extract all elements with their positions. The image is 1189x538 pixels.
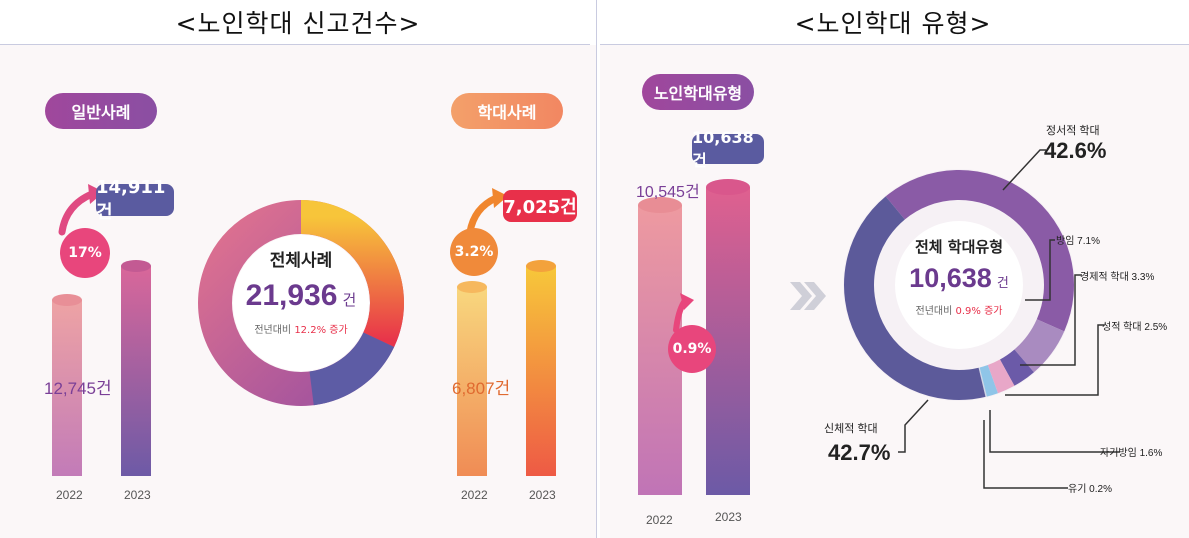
types-center: 전체 학대유형 10,638 건 전년대비 0.9% 증가	[895, 228, 1023, 348]
label-economic: 경제적 학대 3.3%	[1080, 272, 1155, 283]
total-donut-inner	[233, 235, 369, 371]
types-growth-badge: 0.9%	[668, 325, 716, 373]
general-cases-pill: 일반사례	[45, 93, 157, 129]
types-year-2023: 2023	[715, 510, 742, 524]
total-title: 전체사례	[269, 251, 333, 271]
types-donut-inner	[895, 221, 1023, 349]
donut-slice-7	[844, 196, 986, 400]
bar-general-2023	[121, 260, 151, 476]
general-2022-label: 12,745건	[44, 379, 112, 398]
header-divider-left	[0, 44, 590, 45]
abuse-cases-pill: 학대사례	[451, 93, 563, 129]
donut-slice-3	[999, 349, 1034, 386]
general-bars-chart	[52, 184, 556, 476]
header-divider-right	[600, 44, 1189, 45]
types-title: 전체 학대유형	[914, 238, 1004, 256]
abuse-growth-arrowhead	[492, 188, 508, 208]
label-physical: 신체적 학대	[824, 423, 878, 435]
total-yoy-prefix: 전년대비	[254, 325, 292, 336]
abuse-growth-badge: 3.2%	[450, 228, 498, 276]
total-value-row: 21,936 건	[233, 279, 369, 313]
general-growth-badge: 17%	[60, 228, 110, 278]
label-neglect: 방임 7.1%	[1056, 236, 1100, 247]
types-value: 10,638	[909, 263, 992, 293]
abuse-2023-label: 7,025건	[503, 197, 577, 218]
types-year-2022: 2022	[646, 513, 673, 527]
types-2023-callout: 10,638건	[692, 128, 764, 170]
total-unit: 건	[342, 291, 357, 309]
types-2023-label: 10,638건	[692, 127, 754, 170]
donut-slice-5	[979, 364, 998, 397]
donut-slice-1	[885, 170, 1074, 332]
left-header: <노인학대 신고건수>	[175, 9, 421, 38]
types-value-row: 10,638 건	[895, 263, 1023, 294]
donut-slice-4	[987, 359, 1015, 394]
label-emotional: 정서적 학대	[1046, 125, 1100, 137]
donut-slice-2	[1014, 318, 1065, 373]
general-growth-arrow	[58, 190, 96, 236]
types-growth-arrowhead	[680, 293, 694, 310]
total-yoy: 전년대비 12.2% 증가	[233, 321, 369, 336]
general-2023-label: 14,911건	[96, 176, 166, 223]
types-unit: 건	[996, 276, 1009, 291]
abuse-year-2023: 2023	[529, 488, 556, 502]
types-pill: 노인학대유형	[642, 74, 754, 110]
chevrons-icon	[790, 282, 826, 310]
types-yoy-prefix: 전년대비	[915, 306, 953, 317]
abuse-2022-label: 6,807건	[452, 379, 511, 398]
right-header: <노인학대 유형>	[794, 9, 992, 38]
label-physical-pct: 42.7%	[828, 440, 891, 465]
abuse-year-2022: 2022	[461, 488, 488, 502]
label-emotional-pct: 42.6%	[1044, 138, 1107, 163]
general-year-2022: 2022	[56, 488, 83, 502]
total-donut-blue-segment	[308, 331, 395, 406]
types-yoy: 전년대비 0.9% 증가	[895, 302, 1023, 317]
total-center: 전체사례 21,936 건 전년대비 12.2% 증가	[233, 236, 369, 370]
types-yoy-value: 0.9% 증가	[955, 306, 1003, 317]
total-yoy-value: 12.2% 증가	[294, 325, 348, 336]
total-value: 21,936	[245, 279, 338, 312]
types-donut	[844, 170, 1074, 400]
abuse-2023-callout: 7,025건	[503, 190, 577, 222]
bar-abuse-2022	[457, 281, 487, 476]
bar-abuse-2023	[526, 260, 556, 476]
bar-types-2023	[706, 179, 750, 495]
total-donut-abuse-segment	[300, 200, 404, 347]
label-sexual: 성적 학대 2.5%	[1102, 322, 1168, 333]
leader-lines	[898, 149, 1120, 489]
types-2022-label: 10,545건	[636, 184, 700, 201]
general-2023-callout: 14,911건	[96, 177, 174, 223]
panel-divider	[596, 0, 597, 538]
label-abandon: 유기 0.2%	[1068, 484, 1112, 495]
label-self-neglect: 자기방임 1.6%	[1100, 448, 1163, 459]
general-year-2023: 2023	[124, 488, 151, 502]
bar-general-2022	[52, 294, 82, 476]
